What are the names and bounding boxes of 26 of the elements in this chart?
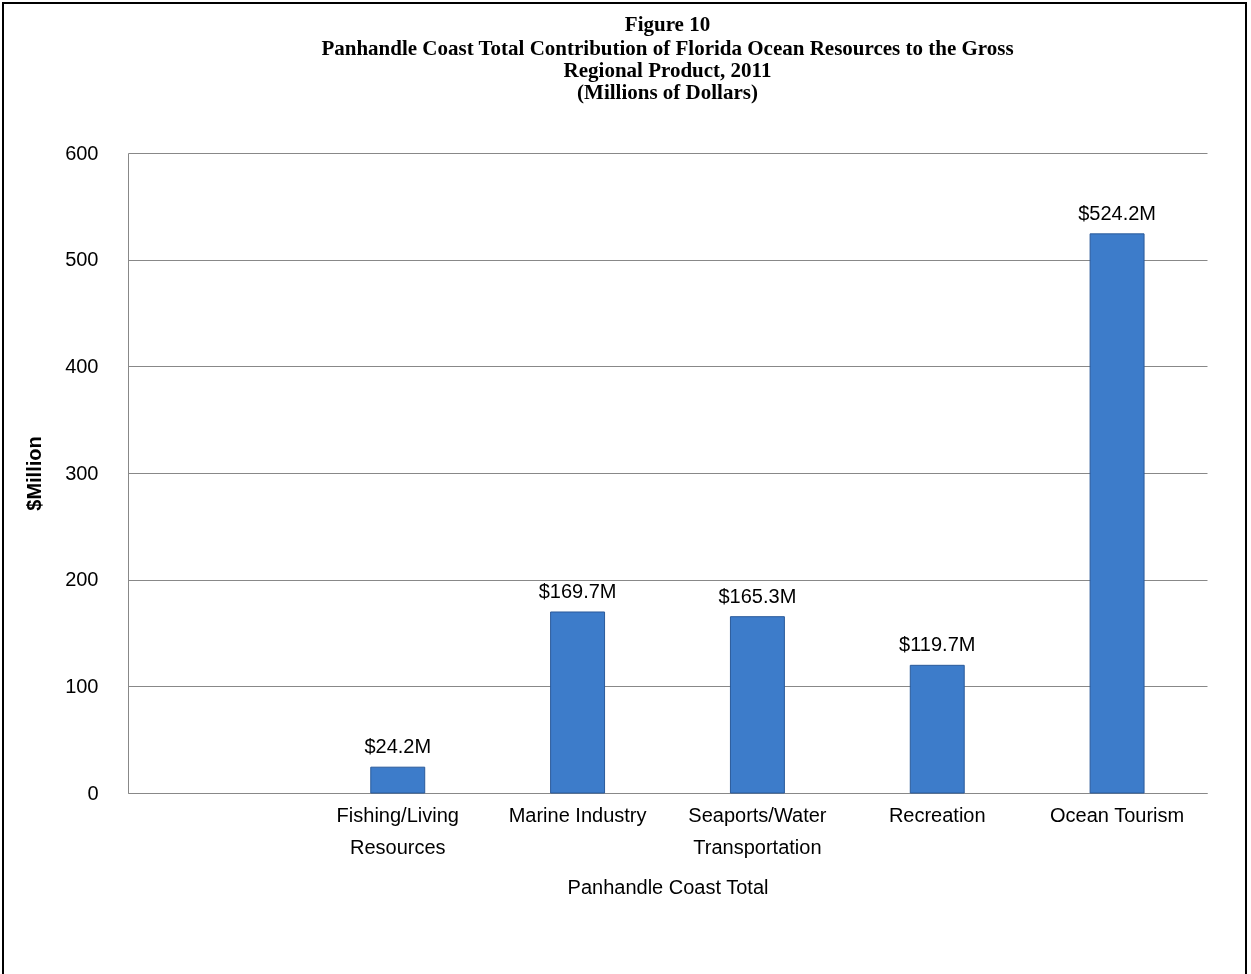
x-tick-label: Marine Industry: [508, 803, 647, 826]
x-tick-label: Ocean Tourism: [1050, 803, 1185, 826]
bar: [1089, 233, 1145, 794]
bar: [729, 616, 785, 794]
y-tick-label: 0: [87, 781, 99, 804]
data-label: $165.3M: [718, 584, 797, 607]
bar: [370, 766, 426, 794]
x-tick-label: Fishing/Living Resources: [336, 803, 459, 858]
chart-title: Figure 10: [624, 12, 711, 36]
y-axis-title: $Million: [23, 436, 46, 511]
y-tick-label: 400: [65, 354, 99, 377]
data-label: $24.2M: [364, 735, 432, 758]
y-tick-label: 100: [65, 674, 99, 697]
data-label: $524.2M: [1078, 201, 1157, 224]
y-tick-label: 600: [65, 141, 99, 164]
x-tick-label: Seaports/Water Transportation: [688, 803, 827, 858]
y-tick-label: 300: [65, 461, 99, 484]
data-label: $169.7M: [538, 579, 617, 602]
bar: [909, 664, 965, 794]
chart-subtitle: Panhandle Coast Total Contribution of Florida Ocean Resources to the Gross Regional Product, 2011: [321, 36, 1014, 82]
x-tick-label: Recreation: [888, 803, 986, 826]
y-tick-label: 200: [65, 568, 99, 591]
y-tick-label: 500: [65, 248, 99, 271]
bar: [550, 611, 606, 794]
x-axis-title: Panhandle Coast Total: [567, 875, 769, 898]
data-label: $119.7M: [899, 633, 976, 656]
